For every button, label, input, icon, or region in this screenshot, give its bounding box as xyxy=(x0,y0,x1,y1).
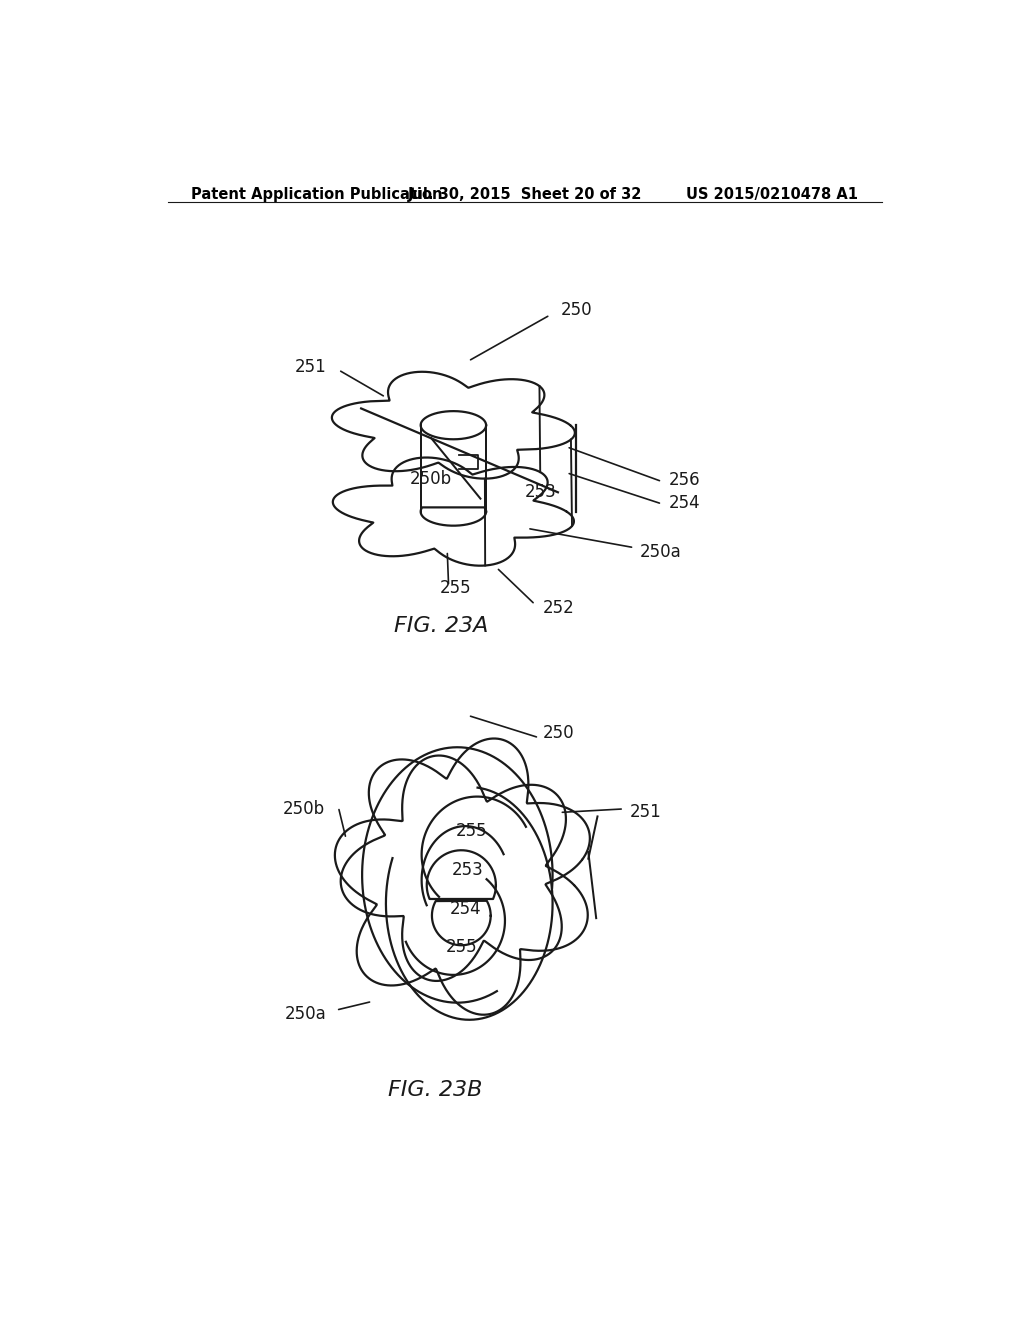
Text: US 2015/0210478 A1: US 2015/0210478 A1 xyxy=(686,187,858,202)
Text: 253: 253 xyxy=(452,861,483,879)
Text: 250b: 250b xyxy=(410,470,452,487)
Text: 250: 250 xyxy=(543,723,573,742)
Text: Jul. 30, 2015  Sheet 20 of 32: Jul. 30, 2015 Sheet 20 of 32 xyxy=(408,187,642,202)
Text: 254: 254 xyxy=(670,494,700,512)
Text: 256: 256 xyxy=(670,471,700,488)
Text: 251: 251 xyxy=(630,803,662,821)
Text: 250: 250 xyxy=(560,301,592,319)
Text: 252: 252 xyxy=(543,599,574,616)
Text: FIG. 23A: FIG. 23A xyxy=(394,616,488,636)
Text: Patent Application Publication: Patent Application Publication xyxy=(191,187,443,202)
Text: 250a: 250a xyxy=(285,1006,326,1023)
Text: 250a: 250a xyxy=(640,543,682,561)
Text: 250b: 250b xyxy=(283,800,325,818)
Text: 255: 255 xyxy=(440,579,471,598)
Text: 253: 253 xyxy=(524,483,557,500)
Text: 254: 254 xyxy=(450,899,481,917)
Text: FIG. 23B: FIG. 23B xyxy=(388,1081,482,1101)
Text: 255: 255 xyxy=(456,822,487,841)
Text: 255: 255 xyxy=(445,939,477,956)
Text: 251: 251 xyxy=(295,358,327,376)
